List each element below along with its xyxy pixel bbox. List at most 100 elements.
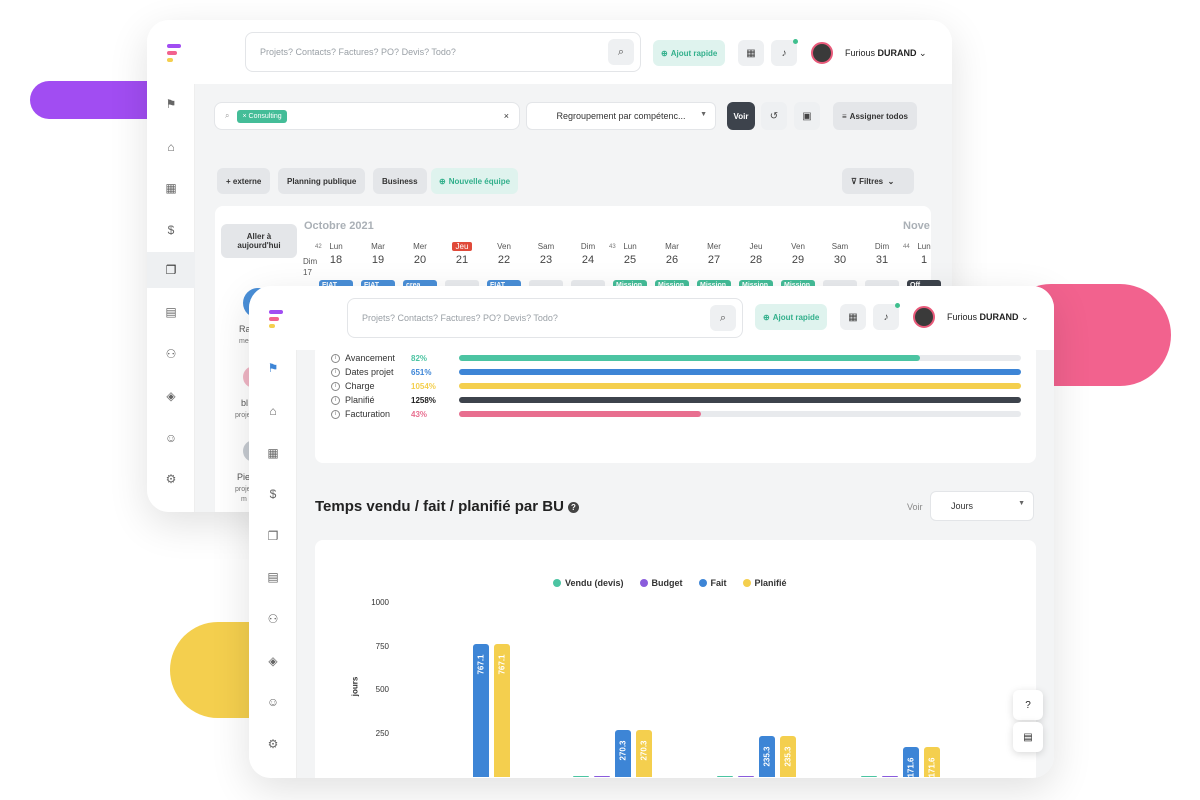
new-team-button[interactable]: ⊕ Nouvelle équipe <box>431 168 519 194</box>
person-name: Ra <box>239 324 251 334</box>
y-axis-label: jours <box>350 676 360 697</box>
y-tick-label: 500 <box>375 685 389 694</box>
avatar[interactable] <box>913 306 935 328</box>
month-label: Octobre 2021 <box>304 220 374 232</box>
voir-button[interactable]: Voir <box>727 102 755 130</box>
info-icon[interactable]: i <box>331 381 340 391</box>
chart-bar[interactable] <box>615 729 631 777</box>
chart-bar[interactable] <box>903 747 919 777</box>
legend-item[interactable]: Planifié <box>742 578 787 588</box>
chart-bar[interactable] <box>861 776 877 777</box>
gear-icon[interactable]: ⚙ <box>267 737 279 751</box>
assign-todos-button[interactable]: ≡ Assigner todos <box>833 102 917 130</box>
goto-today-button[interactable]: Aller à aujourd'hui <box>221 224 297 258</box>
chart-bar[interactable] <box>494 643 510 777</box>
day-name: Lun <box>917 242 931 251</box>
external-chip[interactable]: + externe <box>217 168 271 194</box>
business-chip[interactable]: Business <box>373 168 427 194</box>
chart-bar[interactable] <box>594 776 610 777</box>
person-name: bl <box>241 398 249 408</box>
notifications-button[interactable]: ♪ <box>771 39 798 66</box>
dollar-icon[interactable]: $ <box>269 487 277 501</box>
calendar-button[interactable]: ▦ <box>738 40 764 66</box>
unit-select[interactable]: Jours ▼ <box>930 491 1034 521</box>
flag-icon[interactable]: ⚑ <box>165 97 177 111</box>
avatar[interactable] <box>811 42 833 64</box>
user-icon[interactable]: ☺ <box>266 695 280 709</box>
bell-icon: ♪ <box>781 47 787 59</box>
day-number: 29 <box>791 254 805 266</box>
chart-bar[interactable] <box>738 776 754 777</box>
chat-button[interactable]: ▤ <box>1013 722 1043 752</box>
home-icon[interactable]: ⌂ <box>167 140 175 154</box>
info-icon[interactable]: i <box>331 395 340 405</box>
document-icon[interactable]: ▤ <box>165 305 177 319</box>
chart-card: Vendu (devis) Budget Fait Planifié 1000 750 5… <box>315 540 1036 778</box>
user-menu[interactable]: Furious DURAND ⌄ <box>947 312 1029 323</box>
progress-percent: 1054% <box>411 381 436 391</box>
notifications-button[interactable]: ♪ <box>873 303 900 330</box>
calendar-icon[interactable]: ▦ <box>165 181 177 195</box>
progress-card: i Avancement 82% i Dates projet 651% i Charge 10… <box>315 344 1036 463</box>
voir-label: Voir <box>907 502 923 512</box>
layers-icon[interactable]: ◈ <box>268 654 278 668</box>
history-button[interactable]: ↺ <box>761 102 787 130</box>
search-input[interactable]: Projets? Contacts? Factures? PO? Devis? … <box>347 298 743 338</box>
chart-bar[interactable] <box>717 776 733 777</box>
chart-bar[interactable] <box>573 776 589 777</box>
users-icon[interactable]: ⚇ <box>165 347 177 361</box>
user-first-name: Furious <box>947 312 978 322</box>
public-planning-chip[interactable]: Planning publique <box>278 168 366 194</box>
planning-icon[interactable]: ❐ <box>267 529 279 543</box>
info-icon[interactable]: i <box>331 353 340 363</box>
layers-icon[interactable]: ◈ <box>166 389 176 403</box>
search-input[interactable]: Projets? Contacts? Factures? PO? Devis? … <box>245 32 641 72</box>
search-placeholder: Projets? Contacts? Factures? PO? Devis? … <box>362 313 558 323</box>
quick-add-button[interactable]: ⊕ Ajout rapide <box>755 304 828 330</box>
chart-bar[interactable] <box>473 643 489 777</box>
document-icon[interactable]: ▤ <box>267 570 279 584</box>
grouping-select[interactable]: Regroupement par compétenc... ▼ <box>526 102 716 130</box>
calendar-button[interactable]: ▦ <box>840 304 866 330</box>
help-icon[interactable]: ? <box>567 501 579 513</box>
chip-label: + externe <box>226 176 262 186</box>
gear-icon[interactable]: ⚙ <box>165 472 177 486</box>
users-icon[interactable]: ⚇ <box>267 612 279 626</box>
help-button[interactable]: ? <box>1013 690 1043 720</box>
user-menu[interactable]: Furious DURAND ⌄ <box>845 48 927 59</box>
chart-bar[interactable] <box>924 747 940 777</box>
progress-percent: 43% <box>411 409 428 419</box>
progress-track <box>459 369 1021 375</box>
chart-bar[interactable] <box>882 776 898 777</box>
bar-value-label: 270.3 <box>618 740 628 761</box>
filters-button[interactable]: ⊽ Filtres ⌄ <box>842 168 914 194</box>
chart-bar[interactable] <box>759 736 775 777</box>
quick-add-button[interactable]: ⊕ Ajout rapide <box>653 40 726 66</box>
chart-bar[interactable] <box>780 736 796 777</box>
info-icon[interactable]: i <box>331 367 340 377</box>
info-icon[interactable]: i <box>331 409 340 419</box>
goto-today-label: Aller à aujourd'hui <box>237 232 281 250</box>
legend-item[interactable]: Fait <box>698 578 727 588</box>
day-number: 24 <box>581 254 595 266</box>
clear-icon[interactable]: × <box>503 111 509 121</box>
progress-percent: 651% <box>411 367 432 377</box>
chart-bar[interactable] <box>636 729 652 777</box>
calendar-icon[interactable]: ▦ <box>267 446 279 460</box>
home-icon[interactable]: ⌂ <box>269 404 277 418</box>
search-icon[interactable]: ⌕ <box>710 305 736 331</box>
legend-item[interactable]: Budget <box>639 578 683 588</box>
dollar-icon[interactable]: $ <box>167 223 175 237</box>
save-button[interactable]: ▣ <box>794 102 820 130</box>
filter-tag[interactable]: × Consulting <box>237 109 287 123</box>
filters-label: Filtres <box>859 176 884 186</box>
user-icon[interactable]: ☺ <box>164 431 178 445</box>
flag-icon[interactable]: ⚑ <box>267 361 279 375</box>
week-number: 43 <box>609 244 616 250</box>
tag-filter-input[interactable]: ⌕ × Consulting × <box>214 102 520 130</box>
person-role: me <box>239 338 249 345</box>
legend-item[interactable]: Vendu (devis) <box>553 578 624 588</box>
search-icon[interactable]: ⌕ <box>608 39 634 65</box>
sidebar: ⚑ ⌂ ▦ $ ❐ ▤ ⚇ ◈ ☺ ⚙ <box>249 350 297 778</box>
planning-icon[interactable]: ❐ <box>147 252 195 288</box>
